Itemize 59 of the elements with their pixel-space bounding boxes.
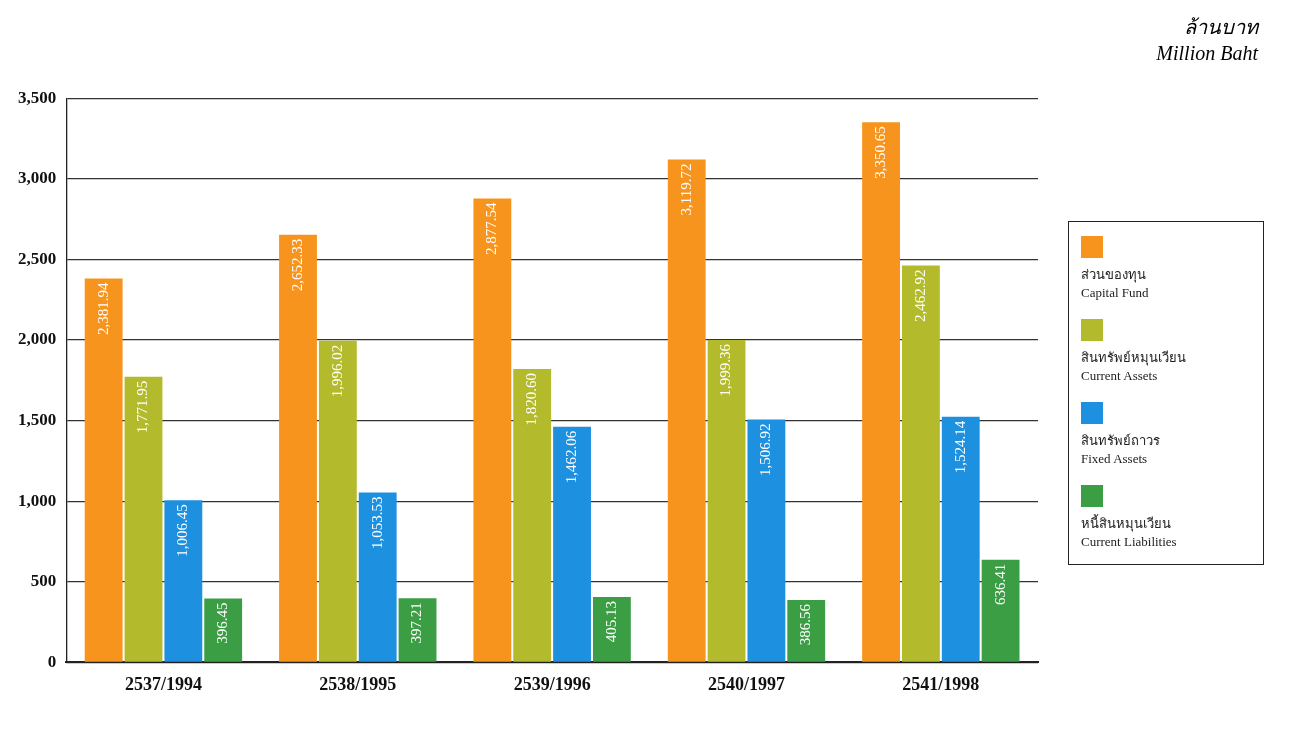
y-tick-label: 2,500 (18, 248, 57, 268)
legend-label: สินทรัพย์ถาวร Fixed Assets (1081, 432, 1161, 467)
bar (862, 122, 900, 662)
data-label: 386.56 (797, 603, 814, 646)
x-tick-label: 2541/1998 (902, 673, 980, 694)
bar (473, 198, 512, 662)
data-label: 1,820.60 (523, 372, 540, 426)
bar (84, 278, 123, 662)
bar (707, 340, 746, 662)
y-tick-label: 3,500 (18, 87, 57, 107)
bar (398, 598, 437, 662)
x-tick-label: 2539/1996 (513, 673, 591, 694)
data-label: 1,996.02 (328, 344, 345, 398)
data-label: 405.13 (602, 601, 619, 643)
bar (164, 500, 203, 662)
y-tick-label: 1,000 (18, 490, 57, 510)
bar (358, 492, 397, 662)
bar (592, 597, 631, 662)
data-label: 396.45 (214, 602, 231, 644)
x-tick-label: 2538/1995 (319, 673, 397, 694)
bar (787, 600, 826, 662)
bar (124, 376, 163, 662)
data-label: 3,119.72 (677, 163, 694, 216)
data-label: 1,053.53 (368, 496, 385, 550)
text: ล้านบาท (1183, 15, 1258, 40)
bar (941, 416, 980, 662)
x-tick-label: 2537/1994 (124, 673, 202, 694)
data-label: 1,999.36 (717, 343, 734, 397)
y-tick-label: 500 (30, 571, 57, 591)
data-label: 3,350.65 (872, 126, 888, 179)
data-label: 1,462.06 (562, 430, 579, 484)
data-label: 1,006.45 (174, 504, 191, 557)
data-label: 2,462.92 (911, 269, 928, 322)
data-label: 2,652.33 (288, 238, 305, 292)
bar (279, 234, 317, 662)
bar (553, 426, 591, 662)
bar (318, 340, 357, 662)
y-tick-label: 0 (47, 651, 57, 671)
data-label: 397.21 (408, 602, 425, 644)
data-label: 1,524.14 (951, 420, 968, 474)
bar (981, 559, 1020, 662)
legend-label: หนี้สินหมุนเวียน Current Liabilities (1081, 513, 1178, 550)
data-label: 1,771.95 (134, 380, 151, 434)
bar (747, 419, 786, 662)
bar (513, 368, 552, 662)
y-tick-label: 1,500 (18, 409, 57, 429)
data-label: 2,877.54 (483, 202, 500, 256)
data-label: 636.41 (991, 563, 1008, 606)
y-tick-label: 2,000 (18, 329, 57, 349)
bar (901, 265, 940, 662)
y-tick-label: 3,000 (18, 168, 57, 188)
data-label: 2,381.94 (94, 281, 111, 335)
bar (204, 598, 243, 662)
legend-label: ส่วนของทุน Capital Fund (1081, 266, 1150, 301)
legend-label: สินทรัพย์หมุนเวียน Current Assets (1081, 349, 1187, 384)
data-label: 1,506.92 (757, 423, 774, 476)
bar (667, 159, 706, 662)
x-tick-label: 2540/1997 (707, 673, 785, 694)
text: Million Baht (1155, 41, 1258, 66)
